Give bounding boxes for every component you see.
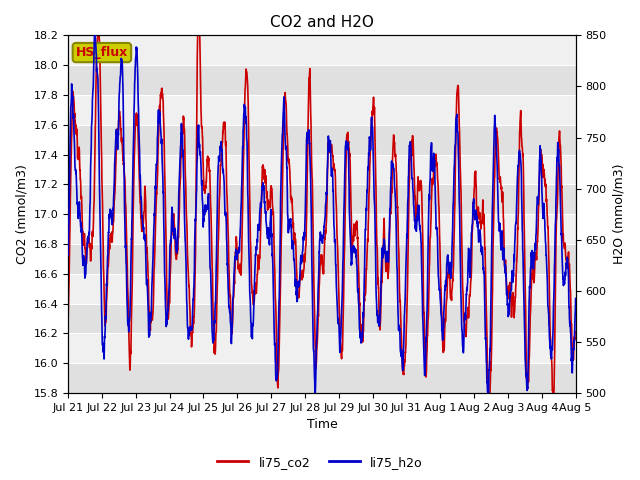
li75_h2o — [225, 293, 232, 299]
Bar — [68, 304, 575, 334]
li75_h2o — [565, 296, 573, 301]
li75_co2 — [485, 421, 493, 427]
li75_co2 — [225, 251, 232, 257]
Bar — [68, 214, 575, 244]
li75_co2 — [565, 261, 573, 266]
li75_h2o — [572, 296, 579, 301]
Line: li75_h2o: li75_h2o — [68, 31, 575, 398]
Bar — [68, 363, 575, 393]
Bar — [68, 155, 575, 184]
li75_co2 — [572, 329, 579, 335]
li75_co2 — [475, 205, 483, 211]
li75_co2 — [195, 0, 202, 2]
Y-axis label: CO2 (mmol/m3): CO2 (mmol/m3) — [15, 164, 28, 264]
li75_co2 — [115, 117, 123, 123]
li75_co2 — [64, 317, 72, 323]
Legend: li75_co2, li75_h2o: li75_co2, li75_h2o — [212, 451, 428, 474]
li75_co2 — [504, 291, 511, 297]
Bar — [68, 36, 575, 65]
Title: CO2 and H2O: CO2 and H2O — [270, 15, 374, 30]
li75_co2 — [352, 224, 360, 229]
li75_h2o — [91, 28, 99, 34]
Bar — [68, 95, 575, 125]
Bar — [68, 244, 575, 274]
li75_h2o — [504, 302, 511, 308]
Bar — [68, 184, 575, 214]
Text: HS_flux: HS_flux — [76, 46, 128, 59]
li75_h2o — [353, 252, 360, 258]
X-axis label: Time: Time — [307, 419, 337, 432]
Bar — [68, 274, 575, 304]
li75_h2o — [64, 252, 72, 258]
Bar — [68, 125, 575, 155]
Bar — [68, 65, 575, 95]
li75_h2o — [311, 396, 319, 401]
li75_h2o — [115, 96, 123, 102]
Line: li75_co2: li75_co2 — [68, 0, 575, 424]
li75_h2o — [475, 239, 483, 245]
Y-axis label: H2O (mmol/m3): H2O (mmol/m3) — [612, 164, 625, 264]
Bar — [68, 334, 575, 363]
